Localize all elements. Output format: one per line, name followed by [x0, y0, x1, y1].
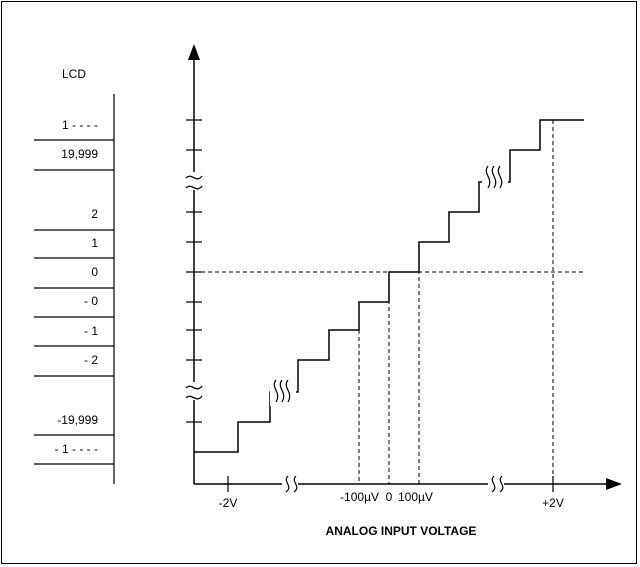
staircase-break-icon [270, 165, 508, 406]
y-axis-arrow [188, 44, 200, 60]
lcd-reading: - 1 - - - - [55, 442, 98, 456]
x-axis-break-icon [282, 475, 504, 493]
x-tick-label: +2V [542, 496, 564, 510]
lcd-reading: 19,999 [61, 147, 98, 161]
lcd-reading: 1 [91, 236, 98, 250]
transfer-staircase [194, 119, 584, 453]
lcd-reading: -19,999 [57, 413, 98, 427]
x-axis-arrow [606, 478, 622, 490]
lcd-reading: - 1 [84, 324, 98, 338]
y-axis-break-icon [185, 172, 203, 400]
x-tick-label: -2V [219, 496, 238, 510]
x-tick-label: -100µV [340, 490, 379, 504]
lcd-reading: 1 - - - - [62, 118, 98, 132]
lcd-header: LCD [62, 67, 86, 81]
lcd-reading: 2 [91, 207, 98, 221]
reference-dashed-lines [194, 120, 584, 484]
lcd-table-rows [34, 139, 114, 465]
y-axis-ticks [186, 119, 202, 423]
x-axis-title: ANALOG INPUT VOLTAGE [326, 524, 477, 538]
lcd-reading: 0 [91, 265, 98, 279]
lcd-reading: - 2 [84, 353, 98, 367]
lcd-reading: - 0 [84, 294, 98, 308]
x-tick-label: 0 [386, 490, 393, 504]
x-tick-label: 100µV [398, 490, 433, 504]
